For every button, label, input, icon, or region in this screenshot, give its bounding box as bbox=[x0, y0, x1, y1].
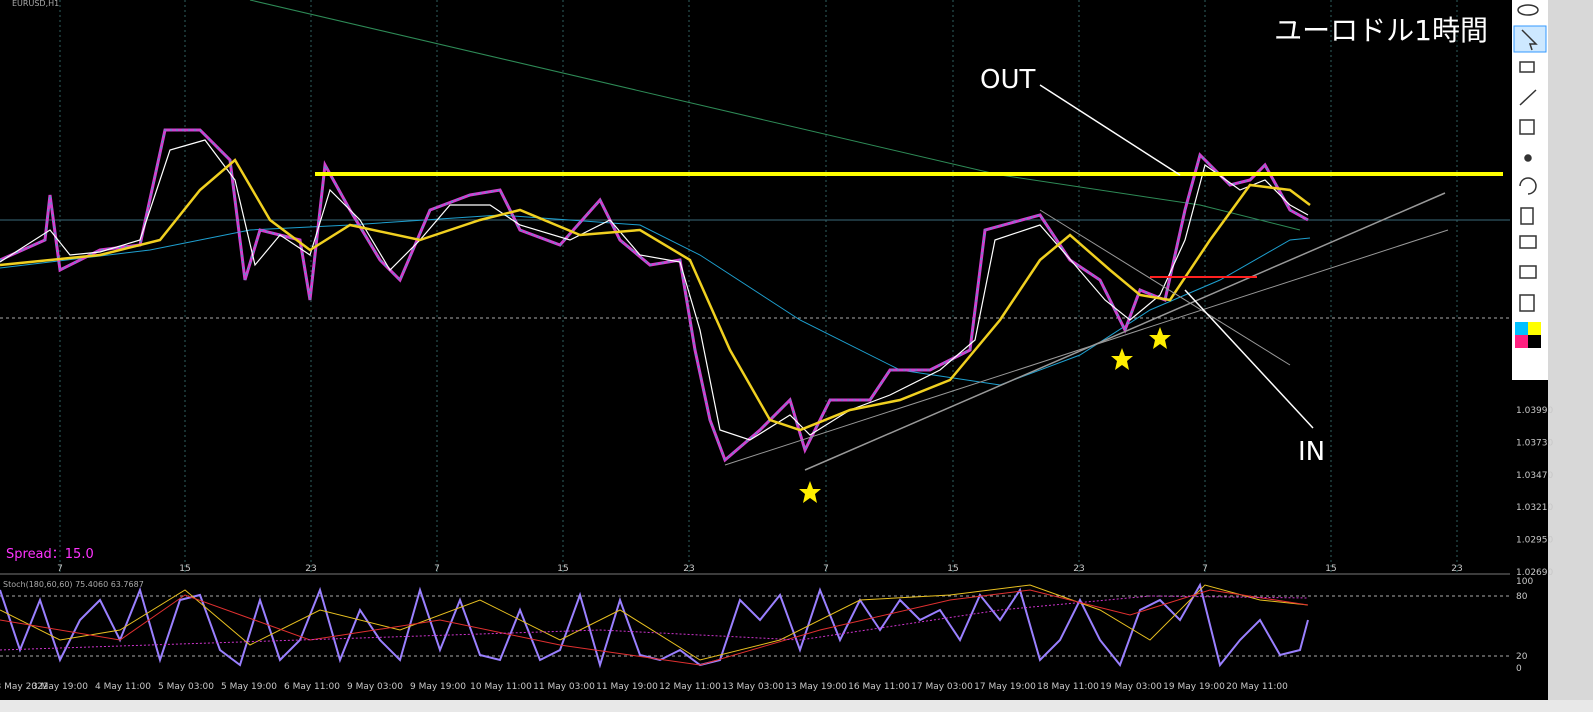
time-axis-label: 13 May 19:00 bbox=[785, 682, 847, 692]
time-axis-label: 17 May 19:00 bbox=[974, 682, 1036, 692]
time-axis-label: 3 May 19:00 bbox=[32, 682, 88, 692]
day-tick-label: 7 bbox=[434, 564, 440, 574]
title: ユーロドル1時間 bbox=[1274, 14, 1488, 47]
in-arrow bbox=[1184, 289, 1314, 429]
annotation-in: IN bbox=[1298, 437, 1325, 467]
ma-mid bbox=[0, 214, 1311, 386]
day-tick-label: 23 bbox=[1451, 564, 1462, 574]
toolbar-icons[interactable] bbox=[1517, 4, 1539, 312]
price-axis-label: 1.02690 bbox=[1516, 568, 1553, 578]
price-axis-label: 1.03210 bbox=[1516, 503, 1553, 513]
time-axis-label: 3 May 2022 bbox=[0, 682, 48, 692]
ma-fast bbox=[0, 139, 1309, 441]
time-axis-label: 20 May 11:00 bbox=[1226, 682, 1288, 692]
price-axis-label: 1.03990 bbox=[1516, 406, 1553, 416]
ma-long bbox=[249, 0, 1301, 231]
day-tick-label: 15 bbox=[179, 564, 190, 574]
price-axis-label: 1.03470 bbox=[1516, 471, 1553, 481]
stoch-axis-label: 0 bbox=[1516, 664, 1522, 674]
day-tick-label: 7 bbox=[823, 564, 829, 574]
stoch-slow bbox=[0, 589, 1309, 666]
time-axis-label: 9 May 03:00 bbox=[347, 682, 403, 692]
day-tick-label: 23 bbox=[1073, 564, 1084, 574]
price-candles bbox=[0, 128, 1309, 463]
annotation-out: OUT bbox=[980, 65, 1035, 95]
day-tick-label: 7 bbox=[57, 564, 63, 574]
status-bar bbox=[0, 700, 1593, 712]
grid bbox=[59, 0, 1458, 572]
time-axis-label: 11 May 03:00 bbox=[533, 682, 595, 692]
stars bbox=[799, 327, 1171, 503]
day-tick-label: 23 bbox=[305, 564, 316, 574]
time-axis-label: 12 May 11:00 bbox=[659, 682, 721, 692]
side-panel bbox=[1548, 0, 1593, 712]
stoch-axis-label: 100 bbox=[1516, 577, 1533, 587]
price-axis-label: 1.03730 bbox=[1516, 438, 1553, 448]
spread: Spread：15.0 bbox=[6, 547, 94, 562]
time-axis-label: 16 May 11:00 bbox=[848, 682, 910, 692]
stoch-main bbox=[0, 582, 1309, 669]
trendlines bbox=[724, 192, 1449, 471]
time-axis-label: 18 May 11:00 bbox=[1037, 682, 1099, 692]
day-tick-label: 7 bbox=[1202, 564, 1208, 574]
out-arrow bbox=[1039, 84, 1181, 176]
time-axis-label: 11 May 19:00 bbox=[596, 682, 658, 692]
time-axis-label: 19 May 03:00 bbox=[1100, 682, 1162, 692]
time-axis-label: 5 May 03:00 bbox=[158, 682, 214, 692]
time-axis-label: 9 May 19:00 bbox=[410, 682, 466, 692]
day-tick-label: 15 bbox=[557, 564, 568, 574]
indicator-label: Stoch(180,60,60) 75.4060 63.7687 bbox=[3, 580, 144, 589]
time-axis-label: 4 May 11:00 bbox=[95, 682, 151, 692]
ma-slow bbox=[0, 158, 1311, 432]
stoch-long bbox=[0, 595, 1309, 651]
time-axis-label: 17 May 03:00 bbox=[911, 682, 973, 692]
day-tick-label: 15 bbox=[947, 564, 958, 574]
day-tick-label: 15 bbox=[1325, 564, 1336, 574]
time-axis-label: 19 May 19:00 bbox=[1163, 682, 1225, 692]
stoch-axis-label: 80 bbox=[1516, 592, 1528, 602]
time-axis-label: 6 May 11:00 bbox=[284, 682, 340, 692]
price-wicks bbox=[0, 129, 1309, 461]
toolbar bbox=[1512, 0, 1548, 380]
stoch-axis-label: 20 bbox=[1516, 652, 1528, 662]
time-axis-label: 13 May 03:00 bbox=[722, 682, 784, 692]
time-axis-label: 5 May 19:00 bbox=[221, 682, 277, 692]
symbol-label: EURUSD,H1 bbox=[12, 0, 59, 8]
price-axis-label: 1.02950 bbox=[1516, 536, 1553, 546]
day-tick-label: 23 bbox=[683, 564, 694, 574]
time-axis-label: 10 May 11:00 bbox=[470, 682, 532, 692]
